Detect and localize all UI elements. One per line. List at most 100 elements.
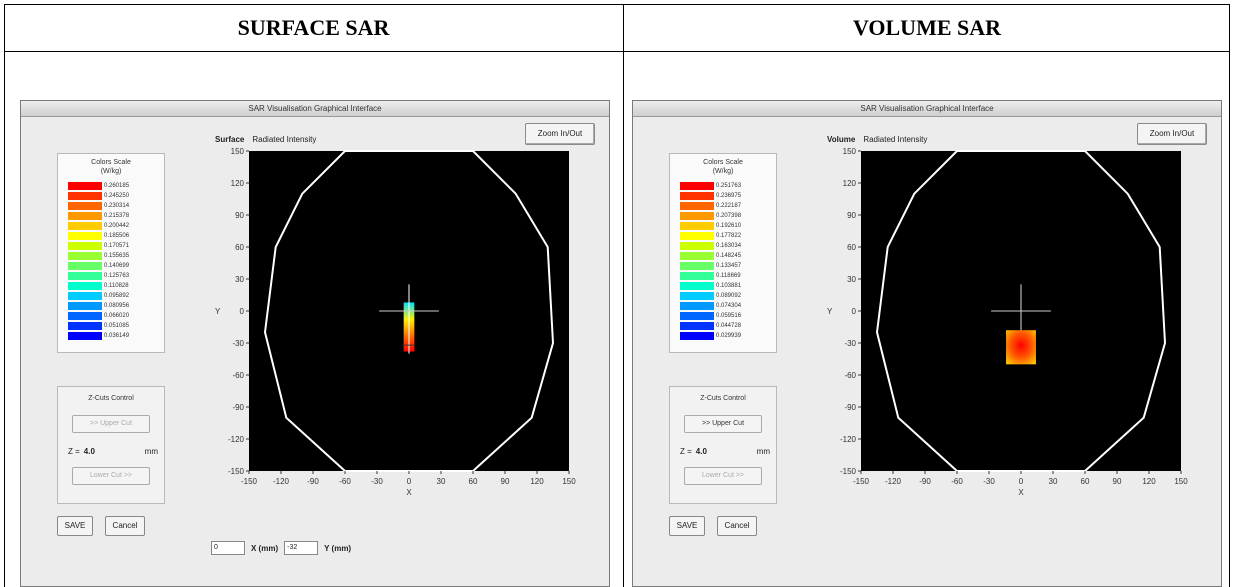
y-tick-label: 90 xyxy=(847,211,856,220)
color-scale-value: 0.036149 xyxy=(104,333,130,339)
color-scale-row: 0.044728 xyxy=(680,322,760,330)
z-value: 4.0 xyxy=(695,447,707,456)
color-scale-row: 0.236975 xyxy=(680,192,760,200)
y-tick-label: -90 xyxy=(232,403,244,412)
x-tick-label: -120 xyxy=(885,477,902,486)
x-tick-label: 60 xyxy=(469,477,478,486)
color-scale-value: 0.080956 xyxy=(104,303,130,309)
sar-window-surface: SAR Visualisation Graphical Interface Sur… xyxy=(20,100,610,587)
color-swatch xyxy=(68,182,102,190)
display-mode-value: Radiated Intensity xyxy=(863,135,928,144)
color-scale-value: 0.110828 xyxy=(104,283,129,289)
color-swatch xyxy=(680,202,714,210)
color-scale-row: 0.230314 xyxy=(68,202,148,210)
color-scale-row: 0.051085 xyxy=(68,322,148,330)
upper-cut-button[interactable]: >> Upper Cut xyxy=(72,415,150,433)
sar-hotspot xyxy=(1006,330,1036,365)
color-scale-row: 0.074304 xyxy=(680,302,760,310)
color-swatch xyxy=(680,212,714,220)
display-mode-value: Radiated Intensity xyxy=(252,135,317,144)
color-swatch xyxy=(680,222,714,230)
color-scale-value: 0.177822 xyxy=(716,233,742,239)
y-tick-label: 150 xyxy=(231,147,245,156)
save-button[interactable]: SAVE xyxy=(57,516,93,536)
zoom-button[interactable]: Zoom In/Out xyxy=(1137,123,1207,145)
y-tick-label: 30 xyxy=(847,275,856,284)
color-scale-value: 0.236975 xyxy=(716,193,742,199)
x-tick-label: 90 xyxy=(501,477,510,486)
x-tick-label: -90 xyxy=(307,477,319,486)
x-coordinate-field[interactable]: 0 xyxy=(211,541,245,555)
color-scale-row: 0.066020 xyxy=(68,312,148,320)
z-cuts-control-panel: Z-Cuts Control >> Upper Cut Z = 4.0 mm Lower … xyxy=(57,386,165,504)
x-axis-label: X xyxy=(406,488,412,497)
color-scale-row: 0.110828 xyxy=(68,282,148,290)
lower-cut-button[interactable]: Lower Cut >> xyxy=(72,467,150,485)
x-tick-label: 150 xyxy=(562,477,576,486)
color-scale-row: 0.222187 xyxy=(680,202,760,210)
color-scale-value: 0.148245 xyxy=(716,253,742,259)
x-tick-label: 0 xyxy=(407,477,412,486)
color-scale-row: 0.177822 xyxy=(680,232,760,240)
color-scale-row: 0.170571 xyxy=(68,242,148,250)
y-tick-label: -150 xyxy=(228,467,245,476)
window-titlebar: SAR Visualisation Graphical Interface xyxy=(633,101,1221,117)
sar-plot[interactable]: -150-150 -120 -120 -90 -90 -60 -60 -30 -30 0 0 30 30… xyxy=(205,147,585,527)
color-scale-row: 0.118669 xyxy=(680,272,760,280)
sar-plot[interactable]: -150-150 -120 -120 -90 -90 -60 -60 -30 -30 0 0 30 30… xyxy=(817,147,1197,527)
color-scale-row: 0.089092 xyxy=(680,292,760,300)
header-divider xyxy=(4,51,1230,52)
x-tick-label: -60 xyxy=(951,477,963,486)
color-scale-value: 0.074304 xyxy=(716,303,742,309)
x-tick-label: -30 xyxy=(983,477,995,486)
color-swatch xyxy=(680,322,714,330)
z-value-row: Z = 4.0 mm xyxy=(68,447,158,456)
display-mode: Surface Radiated Intensity xyxy=(215,135,316,144)
color-scale-row: 0.080956 xyxy=(68,302,148,310)
cancel-button[interactable]: Cancel xyxy=(717,516,757,536)
color-scale-row: 0.140699 xyxy=(68,262,148,270)
z-value: 4.0 xyxy=(83,447,95,456)
color-scale-value: 0.215378 xyxy=(104,213,130,219)
save-button[interactable]: SAVE xyxy=(669,516,705,536)
y-tick-label: -60 xyxy=(844,371,856,380)
color-scale-value: 0.170571 xyxy=(104,243,130,249)
color-scale-value: 0.118669 xyxy=(716,273,741,279)
y-tick-label: -90 xyxy=(844,403,856,412)
y-tick-label: 30 xyxy=(235,275,244,284)
color-swatch xyxy=(680,232,714,240)
zoom-button[interactable]: Zoom In/Out xyxy=(525,123,595,145)
color-swatch xyxy=(680,272,714,280)
color-scale-value: 0.185506 xyxy=(104,233,130,239)
color-scale-row: 0.215378 xyxy=(68,212,148,220)
x-tick-label: -90 xyxy=(919,477,931,486)
display-mode-label: Surface xyxy=(215,135,245,144)
y-tick-label: 120 xyxy=(231,179,245,188)
color-scale-row: 0.260185 xyxy=(68,182,148,190)
color-swatch xyxy=(68,222,102,230)
x-tick-label: -60 xyxy=(339,477,351,486)
z-cuts-title: Z-Cuts Control xyxy=(88,395,134,402)
color-scale-value: 0.230314 xyxy=(104,203,130,209)
x-tick-label: 90 xyxy=(1113,477,1122,486)
color-scale-value: 0.245250 xyxy=(104,193,130,199)
color-swatch xyxy=(68,232,102,240)
y-tick-label: 60 xyxy=(235,243,244,252)
z-cuts-title: Z-Cuts Control xyxy=(700,395,746,402)
color-scale-row: 0.095892 xyxy=(68,292,148,300)
x-tick-label: 120 xyxy=(1142,477,1156,486)
column-divider xyxy=(623,4,624,587)
color-swatch xyxy=(68,192,102,200)
y-tick-label: 150 xyxy=(843,147,857,156)
lower-cut-button[interactable]: Lower Cut >> xyxy=(684,467,762,485)
color-scale-value: 0.051085 xyxy=(104,323,130,329)
color-scale-row: 0.029939 xyxy=(680,332,760,340)
y-tick-label: 0 xyxy=(852,307,857,316)
y-tick-label: -150 xyxy=(840,467,857,476)
color-scale-value: 0.163034 xyxy=(716,243,742,249)
color-scale-row: 0.155635 xyxy=(68,252,148,260)
cancel-button[interactable]: Cancel xyxy=(105,516,145,536)
z-prefix: Z = xyxy=(680,447,692,456)
y-coordinate-field[interactable]: -32 xyxy=(284,541,319,555)
upper-cut-button[interactable]: >> Upper Cut xyxy=(684,415,762,433)
